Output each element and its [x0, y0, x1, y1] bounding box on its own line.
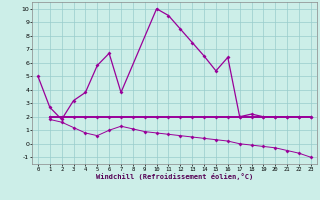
X-axis label: Windchill (Refroidissement éolien,°C): Windchill (Refroidissement éolien,°C) — [96, 173, 253, 180]
